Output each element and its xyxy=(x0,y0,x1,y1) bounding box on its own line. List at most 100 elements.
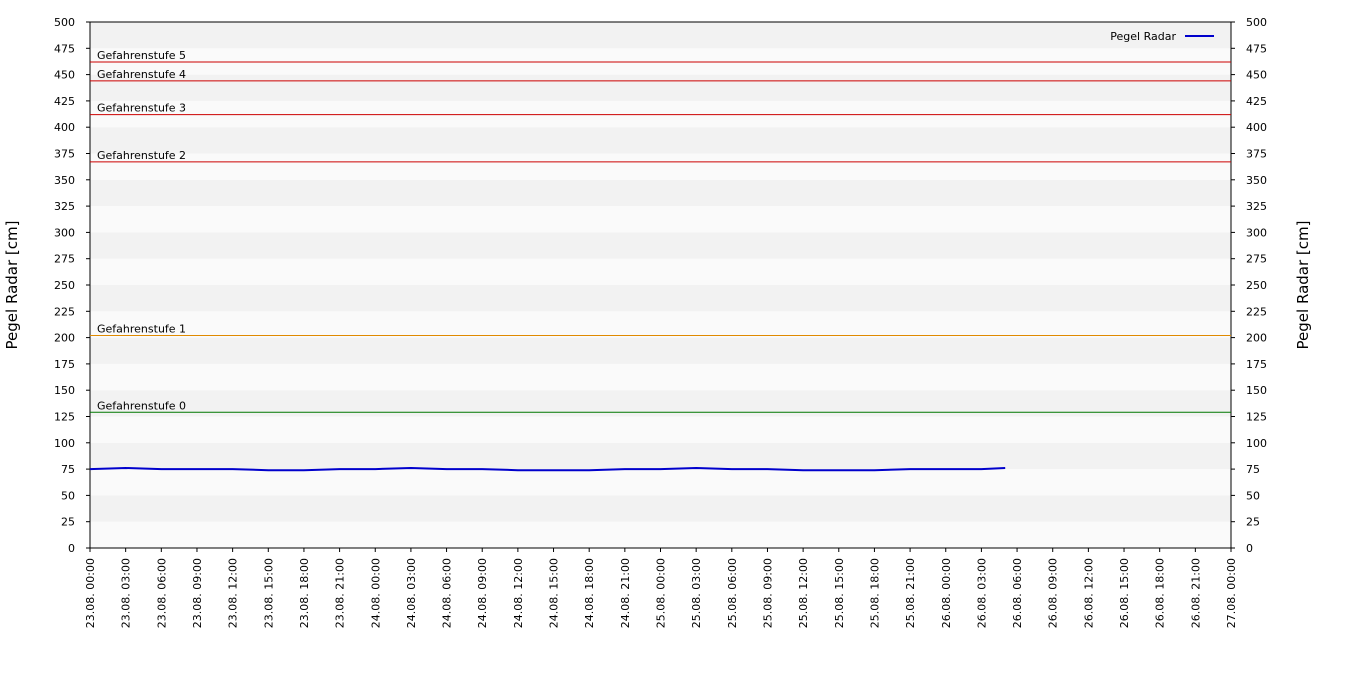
x-tick-label: 24.08. 00:00 xyxy=(369,558,382,628)
data-line xyxy=(89,466,1006,472)
y2-tick-label: 0 xyxy=(1246,542,1253,555)
y2-tick-label: 225 xyxy=(1246,305,1267,318)
x-tick-label: 26.08. 03:00 xyxy=(975,558,988,628)
y2-tick-label: 200 xyxy=(1246,332,1267,345)
y-tick-label: 150 xyxy=(54,384,75,397)
x-tick-label: 26.08. 12:00 xyxy=(1082,558,1095,628)
x-tick-label: 23.08. 00:00 xyxy=(84,558,97,628)
y2-tick-label: 350 xyxy=(1246,174,1267,187)
x-tick-label: 26.08. 09:00 xyxy=(1047,558,1060,628)
grid-band xyxy=(90,442,1231,470)
grid-band xyxy=(90,363,1231,391)
x-tick-label: 23.08. 09:00 xyxy=(191,558,204,628)
y-tick-label: 400 xyxy=(54,121,75,134)
x-tick-label: 25.08. 00:00 xyxy=(655,558,668,628)
y-tick-label: 75 xyxy=(61,463,75,476)
y2-tick-label: 250 xyxy=(1246,279,1267,292)
grid-band xyxy=(90,285,1231,312)
y-tick-label: 125 xyxy=(54,411,75,424)
y-tick-label: 250 xyxy=(54,279,75,292)
x-tick-label: 25.08. 12:00 xyxy=(797,558,810,628)
y2-tick-label: 25 xyxy=(1246,516,1260,529)
x-tick-label: 24.08. 12:00 xyxy=(512,558,525,628)
grid-band xyxy=(90,100,1231,128)
x-tick-label: 25.08. 21:00 xyxy=(904,558,917,628)
x-tick-label: 23.08. 18:00 xyxy=(298,558,311,628)
x-tick-label: 24.08. 09:00 xyxy=(476,558,489,628)
y-tick-label: 350 xyxy=(54,174,75,187)
threshold-label: Gefahrenstufe 0 xyxy=(97,399,186,412)
y-tick-label: 25 xyxy=(61,516,75,529)
x-tick-label: 23.08. 03:00 xyxy=(120,558,133,628)
y-tick-label: 375 xyxy=(54,148,75,161)
y-tick-label: 450 xyxy=(54,69,75,82)
x-tick-label: 25.08. 18:00 xyxy=(868,558,881,628)
grid-band xyxy=(90,258,1231,285)
x-tick-label: 26.08. 21:00 xyxy=(1189,558,1202,628)
grid-band xyxy=(90,416,1231,443)
y2-tick-label: 500 xyxy=(1246,16,1267,29)
y-tick-label: 475 xyxy=(54,42,75,55)
y2-tick-label: 50 xyxy=(1246,489,1260,502)
legend-label: Pegel Radar xyxy=(1110,30,1176,43)
x-tick-label: 25.08. 06:00 xyxy=(726,558,739,628)
y2-tick-label: 150 xyxy=(1246,384,1267,397)
x-tick-label: 26.08. 06:00 xyxy=(1011,558,1024,628)
y-tick-label: 225 xyxy=(54,305,75,318)
y-tick-label: 300 xyxy=(54,226,75,239)
x-tick-label: 24.08. 21:00 xyxy=(619,558,632,628)
y2-tick-label: 375 xyxy=(1246,148,1267,161)
y2-tick-label: 175 xyxy=(1246,358,1267,371)
grid-band xyxy=(90,469,1231,496)
threshold-label: Gefahrenstufe 3 xyxy=(97,102,186,115)
y2-tick-label: 100 xyxy=(1246,437,1267,450)
y2-axis-label: Pegel Radar [cm] xyxy=(1294,221,1312,350)
grid-band xyxy=(90,232,1231,259)
threshold-label: Gefahrenstufe 5 xyxy=(97,49,186,62)
grid-band xyxy=(90,48,1231,75)
y2-tick-label: 325 xyxy=(1246,200,1267,213)
x-tick-label: 23.08. 12:00 xyxy=(227,558,240,628)
y-tick-label: 0 xyxy=(68,542,75,555)
y-tick-label: 325 xyxy=(54,200,75,213)
y-axis-label: Pegel Radar [cm] xyxy=(3,221,21,350)
grid-band xyxy=(90,337,1231,364)
x-tick-label: 23.08. 06:00 xyxy=(155,558,168,628)
grid-band xyxy=(90,521,1231,548)
x-tick-label: 26.08. 18:00 xyxy=(1154,558,1167,628)
x-tick-label: 24.08. 03:00 xyxy=(405,558,418,628)
x-tick-label: 24.08. 06:00 xyxy=(441,558,454,628)
y2-tick-label: 475 xyxy=(1246,42,1267,55)
grid-band xyxy=(90,127,1231,154)
x-tick-label: 23.08. 15:00 xyxy=(262,558,275,628)
grid-band xyxy=(90,179,1231,207)
x-tick-label: 26.08. 15:00 xyxy=(1118,558,1131,628)
y-tick-label: 200 xyxy=(54,332,75,345)
y2-tick-label: 300 xyxy=(1246,226,1267,239)
y-tick-label: 275 xyxy=(54,253,75,266)
y-tick-label: 175 xyxy=(54,358,75,371)
threshold-label: Gefahrenstufe 4 xyxy=(97,68,186,81)
y2-tick-label: 125 xyxy=(1246,411,1267,424)
y-tick-label: 50 xyxy=(61,489,75,502)
threshold-label: Gefahrenstufe 1 xyxy=(97,322,186,335)
x-tick-label: 26.08. 00:00 xyxy=(940,558,953,628)
y2-tick-label: 425 xyxy=(1246,95,1267,108)
y2-tick-label: 275 xyxy=(1246,253,1267,266)
x-tick-label: 25.08. 09:00 xyxy=(761,558,774,628)
grid-band xyxy=(90,153,1231,180)
y-tick-label: 500 xyxy=(54,16,75,29)
x-tick-label: 23.08. 21:00 xyxy=(334,558,347,628)
x-tick-label: 25.08. 15:00 xyxy=(833,558,846,628)
y-tick-label: 425 xyxy=(54,95,75,108)
grid-band xyxy=(90,311,1231,338)
y-tick-label: 100 xyxy=(54,437,75,450)
x-tick-label: 24.08. 18:00 xyxy=(583,558,596,628)
x-tick-label: 24.08. 15:00 xyxy=(548,558,561,628)
grid-band xyxy=(90,495,1231,522)
y2-tick-label: 400 xyxy=(1246,121,1267,134)
y2-tick-label: 450 xyxy=(1246,69,1267,82)
grid-band xyxy=(90,74,1231,101)
